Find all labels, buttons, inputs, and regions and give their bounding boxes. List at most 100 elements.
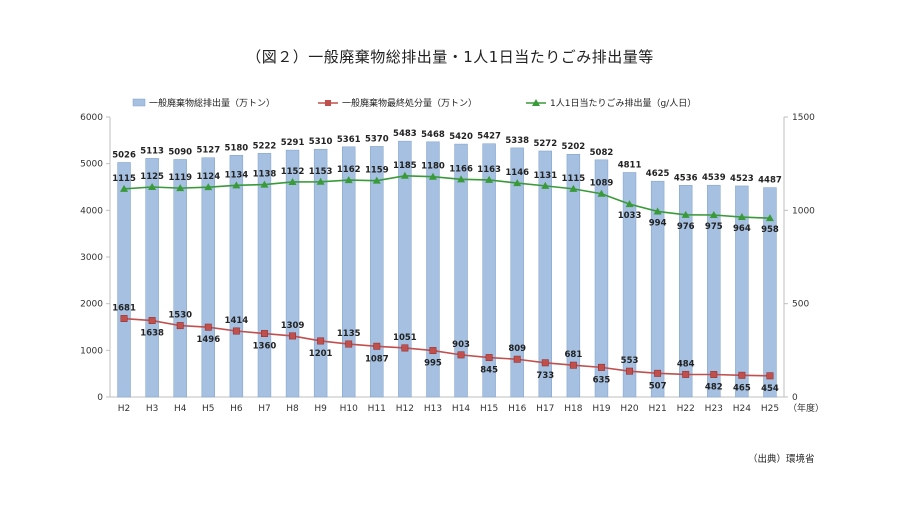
bar-total-emission: [341, 146, 356, 398]
data-label-total: 4487: [758, 176, 782, 186]
x-tick-label: H7: [258, 404, 271, 414]
x-tick-label: H9: [314, 404, 327, 414]
bar-total-emission: [566, 153, 581, 398]
data-label-per-capita: 1033: [618, 211, 642, 221]
legend-marker-per-capita: [532, 99, 540, 106]
y-right-tick-label: 500: [792, 300, 809, 310]
marker-per-capita: [569, 184, 578, 192]
marker-final-disposal: [429, 347, 437, 355]
bar-total-emission: [426, 141, 440, 398]
marker-final-disposal: [766, 372, 774, 380]
bar-total-emission: [398, 140, 412, 398]
marker-per-capita: [372, 176, 381, 184]
marker-final-disposal: [401, 344, 409, 352]
x-axis-unit: （年度）: [788, 402, 824, 414]
data-label-per-capita: 1131: [533, 171, 557, 181]
marker-final-disposal: [261, 330, 268, 337]
marker-per-capita: [260, 180, 269, 188]
marker-final-disposal: [485, 354, 493, 362]
data-label-final-disposal: 681: [565, 350, 583, 360]
data-label-per-capita: 958: [761, 225, 779, 235]
bar-total-emission: [707, 184, 721, 398]
y-right-tick-label: 1500: [792, 113, 815, 123]
data-label-total: 4539: [702, 173, 726, 183]
y-right-tick-label: 1000: [792, 206, 815, 216]
data-label-final-disposal: 635: [593, 375, 611, 385]
data-label-total: 4523: [730, 174, 754, 184]
bar-total-emission: [622, 172, 637, 398]
data-label-final-disposal: 1360: [253, 342, 277, 352]
data-label-final-disposal: 465: [733, 383, 751, 393]
x-tick-label: H17: [536, 404, 554, 414]
bar-total-emission: [313, 148, 328, 398]
marker-per-capita: [709, 211, 718, 218]
x-tick-label: H24: [733, 404, 751, 414]
bar-total-emission: [285, 149, 300, 398]
bar-total-emission: [145, 158, 159, 398]
bar-total-emission: [201, 157, 216, 398]
data-label-per-capita: 1134: [225, 170, 249, 180]
data-label-per-capita: 1166: [449, 164, 473, 174]
marker-per-capita: [232, 181, 241, 189]
marker-final-disposal: [204, 323, 212, 331]
data-label-final-disposal: 1638: [140, 329, 164, 339]
marker-final-disposal: [738, 371, 746, 379]
data-label-per-capita: 1185: [393, 161, 417, 171]
bar-total-emission: [594, 159, 609, 398]
data-label-final-disposal: 1201: [309, 349, 333, 359]
data-label-final-disposal: 1414: [225, 316, 249, 326]
marker-per-capita: [120, 184, 129, 192]
marker-per-capita: [737, 213, 746, 221]
x-tick-label: H8: [286, 404, 299, 414]
data-label-total: 5420: [449, 132, 473, 142]
data-label-per-capita: 1152: [281, 167, 305, 177]
line-per-capita: [123, 174, 770, 219]
marker-final-disposal: [317, 337, 325, 345]
marker-per-capita: [204, 183, 213, 191]
data-label-total: 5113: [140, 146, 164, 156]
x-tick-label: H16: [508, 404, 526, 414]
marker-per-capita: [597, 189, 606, 197]
data-label-final-disposal: 1309: [281, 321, 305, 331]
x-tick-label: H25: [761, 404, 779, 414]
data-label-final-disposal: 553: [621, 356, 639, 366]
marker-per-capita: [148, 183, 157, 190]
data-label-total: 5483: [393, 129, 417, 139]
data-label-total: 5291: [281, 138, 305, 148]
marker-per-capita: [316, 177, 325, 185]
marker-per-capita: [428, 172, 437, 180]
data-label-per-capita: 1125: [140, 172, 164, 182]
data-label-final-disposal: 482: [705, 383, 723, 393]
data-label-per-capita: 1146: [505, 168, 529, 178]
x-tick-label: H2: [118, 404, 131, 414]
data-label-total: 4625: [646, 169, 670, 179]
data-label-per-capita: 1119: [168, 173, 192, 183]
x-tick-label: H3: [146, 404, 159, 414]
bar-total-emission: [482, 143, 496, 398]
marker-per-capita: [176, 184, 185, 192]
marker-per-capita: [457, 175, 466, 183]
legend-swatch-total: [132, 98, 146, 107]
marker-final-disposal: [345, 340, 353, 348]
data-label-per-capita: 1159: [365, 166, 389, 176]
x-tick-label: H19: [592, 404, 610, 414]
x-tick-label: H18: [564, 404, 582, 414]
data-label-per-capita: 975: [705, 222, 723, 232]
data-label-per-capita: 994: [649, 218, 667, 228]
legend-label-per-capita: 1人1日当たりごみ排出量（g/人日）: [550, 97, 696, 109]
y-left-tick-label: 1000: [80, 346, 103, 356]
data-label-total: 5310: [309, 137, 333, 147]
data-label-final-disposal: 1135: [337, 329, 361, 339]
bar-total-emission: [735, 185, 749, 398]
x-tick-label: H21: [649, 404, 667, 414]
bar-total-emission: [678, 185, 693, 398]
data-label-per-capita: 964: [733, 224, 751, 234]
x-tick-label: H23: [705, 404, 723, 414]
y-right-tick-label: 0: [792, 393, 798, 403]
marker-final-disposal: [513, 355, 521, 363]
marker-final-disposal: [120, 315, 128, 323]
data-label-per-capita: 1163: [477, 165, 501, 175]
bar-total-emission: [454, 143, 468, 398]
x-tick-label: H5: [202, 404, 215, 414]
